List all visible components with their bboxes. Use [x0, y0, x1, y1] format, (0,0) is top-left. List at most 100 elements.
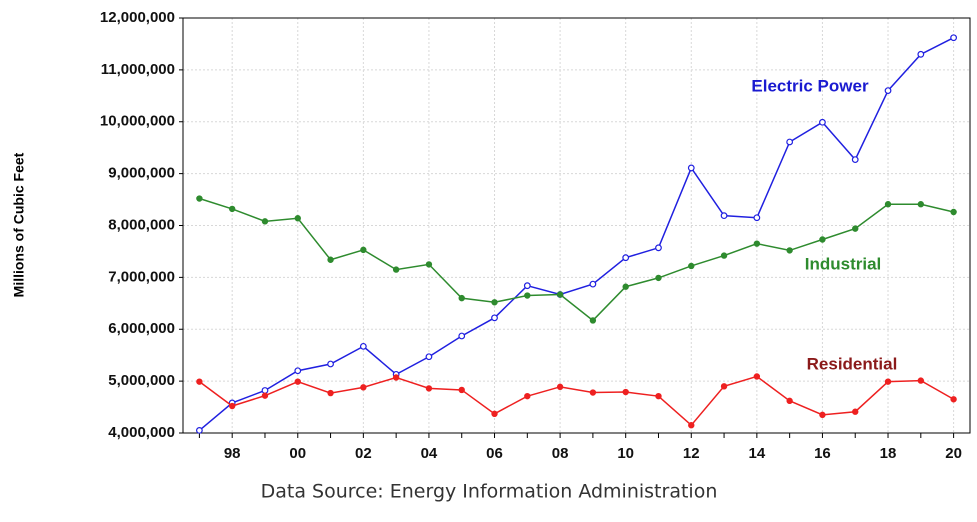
data-point	[360, 246, 367, 254]
y-tick-label: 11,000,000	[101, 61, 175, 78]
data-point	[688, 262, 695, 270]
y-tick-label: 10,000,000	[100, 113, 175, 130]
data-point	[589, 317, 597, 324]
x-tick-label: 14	[749, 445, 766, 462]
data-point	[917, 201, 925, 208]
data-point	[425, 385, 433, 392]
x-tick-label: 12	[683, 445, 700, 462]
data-point	[720, 212, 728, 220]
data-point	[622, 283, 629, 290]
data-point	[261, 218, 269, 225]
data-point	[819, 118, 826, 126]
data-point	[622, 254, 630, 262]
data-point	[884, 87, 892, 95]
y-tick-label: 5,000,000	[108, 372, 175, 389]
data-point	[687, 164, 695, 172]
data-point	[195, 427, 203, 434]
data-point	[359, 342, 367, 350]
data-point	[294, 215, 301, 222]
data-point	[819, 236, 826, 243]
data-point	[556, 383, 564, 391]
series-label: Industrial	[805, 254, 882, 273]
data-point	[458, 386, 465, 394]
x-tick-label: 08	[552, 445, 569, 462]
data-point	[852, 225, 859, 232]
y-tick-label: 6,000,000	[108, 320, 175, 337]
data-point	[327, 389, 334, 397]
x-tick-label: 04	[421, 445, 438, 462]
data-point	[556, 291, 564, 298]
data-point	[458, 332, 466, 340]
data-point	[294, 367, 302, 375]
data-point	[753, 373, 761, 380]
x-tick-label: 16	[814, 445, 831, 462]
series-line	[198, 37, 954, 431]
data-point	[950, 396, 957, 403]
data-point	[851, 156, 859, 164]
data-point	[524, 392, 531, 400]
data-point	[786, 247, 793, 254]
data-point	[688, 422, 695, 429]
series-line	[199, 197, 954, 322]
data-point	[392, 266, 400, 273]
x-tick-label: 06	[486, 445, 503, 462]
data-point	[753, 240, 761, 247]
x-tick-label: 18	[880, 445, 897, 462]
data-point	[950, 34, 958, 42]
data-point	[655, 244, 662, 252]
data-point	[589, 389, 597, 396]
data-point	[228, 402, 236, 410]
x-tick-label: 10	[617, 445, 634, 462]
data-point	[228, 205, 236, 213]
data-point	[491, 299, 498, 306]
data-point	[720, 383, 728, 390]
data-point	[720, 252, 728, 259]
data-point	[917, 50, 925, 58]
data-point	[917, 377, 925, 384]
data-point	[425, 261, 433, 268]
data-point	[950, 208, 957, 216]
y-axis-label: Millions of Cubic Feet	[11, 152, 27, 297]
data-point	[261, 387, 269, 394]
data-point	[655, 274, 662, 282]
x-tick-label: 20	[945, 445, 962, 462]
data-point	[622, 388, 629, 396]
data-point	[524, 292, 531, 299]
data-point	[327, 360, 334, 368]
x-tick-label: 98	[224, 445, 241, 462]
data-point	[589, 280, 597, 288]
data-point	[655, 392, 662, 400]
data-point	[819, 411, 826, 419]
x-tick-label: 02	[355, 445, 372, 462]
data-point	[196, 195, 203, 202]
data-point	[753, 214, 761, 222]
data-point	[261, 392, 269, 399]
x-tick-label: 00	[289, 445, 306, 462]
data-point	[294, 378, 301, 385]
y-tick-label: 8,000,000	[108, 216, 175, 233]
data-point	[196, 378, 203, 385]
y-tick-label: 12,000,000	[100, 9, 175, 26]
data-point	[884, 201, 892, 208]
series-label: Residential	[807, 354, 898, 373]
data-point	[786, 397, 793, 405]
data-point	[458, 294, 465, 302]
series-line	[198, 375, 954, 427]
data-point	[327, 256, 334, 263]
series-label: Electric Power	[751, 76, 869, 95]
data-point	[360, 384, 367, 391]
data-point	[425, 353, 433, 361]
data-point	[852, 408, 859, 415]
data-point	[392, 374, 400, 381]
y-tick-label: 9,000,000	[108, 165, 175, 182]
data-point	[491, 314, 498, 322]
plot-frame	[182, 17, 971, 434]
data-point	[786, 138, 794, 146]
data-point	[884, 378, 892, 385]
y-tick-label: 4,000,000	[108, 424, 175, 441]
data-point	[491, 410, 498, 418]
source-note: Data Source: Energy Information Administ…	[261, 481, 718, 503]
data-point	[523, 282, 531, 290]
y-tick-label: 7,000,000	[108, 268, 175, 285]
